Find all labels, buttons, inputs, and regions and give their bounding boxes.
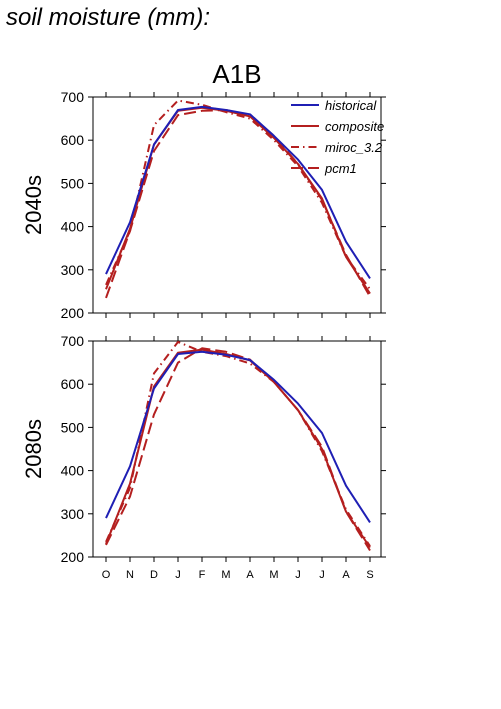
y-tick-label: 600 xyxy=(61,376,85,392)
panel-title: A1B xyxy=(212,59,261,89)
legend-label: historical xyxy=(325,98,377,113)
x-tick-label: J xyxy=(175,569,181,581)
x-tick-label: M xyxy=(269,569,278,581)
x-tick-label: O xyxy=(102,569,111,581)
y-tick-label: 200 xyxy=(61,549,85,565)
series-line-miroc_3.2 xyxy=(105,99,371,290)
chart-panel-2080s: 200 300 400 500 600 700 O N D J F M A M J J A S 2080s xyxy=(21,333,386,581)
row-label: 2080s xyxy=(21,419,46,479)
series-line-historical xyxy=(105,105,371,279)
series-line-historical xyxy=(105,350,371,523)
page-title: soil moisture (mm): xyxy=(6,4,211,31)
x-tick-label: F xyxy=(199,569,206,581)
legend: historical composite miroc_3.2 pcm1 xyxy=(291,98,384,176)
series-line-composite xyxy=(105,348,371,549)
x-tick-label: A xyxy=(342,569,350,581)
x-tick-label: N xyxy=(126,569,134,581)
y-tick-label: 600 xyxy=(61,132,85,148)
x-tick-label: S xyxy=(366,569,373,581)
y-tick-label: 300 xyxy=(61,262,85,278)
chart-panel-2040s: 200 300 400 500 600 700 2040s A1B historical comp… xyxy=(21,59,386,321)
legend-label: composite xyxy=(325,119,384,134)
legend-label: pcm1 xyxy=(324,161,357,176)
x-tick-label: J xyxy=(319,569,325,581)
y-tick-label: 700 xyxy=(61,89,85,105)
y-tick-label: 400 xyxy=(61,463,85,479)
y-tick-label: 500 xyxy=(61,175,85,191)
y-tick-label: 200 xyxy=(61,305,85,321)
x-tick-label: A xyxy=(246,569,254,581)
series-line-pcm1 xyxy=(105,109,371,299)
y-tick-label: 400 xyxy=(61,219,85,235)
y-tick-label: 300 xyxy=(61,506,85,522)
row-label: 2040s xyxy=(21,175,46,235)
series-line-composite xyxy=(105,106,371,295)
series-line-pcm1 xyxy=(105,347,371,552)
x-tick-label: M xyxy=(221,569,230,581)
x-tick-label: J xyxy=(295,569,301,581)
plot-frame xyxy=(92,340,382,558)
x-tick-label: D xyxy=(150,569,158,581)
legend-label: miroc_3.2 xyxy=(325,140,383,155)
plot-frame xyxy=(92,96,382,314)
y-tick-label: 700 xyxy=(61,333,85,349)
y-tick-label: 500 xyxy=(61,419,85,435)
